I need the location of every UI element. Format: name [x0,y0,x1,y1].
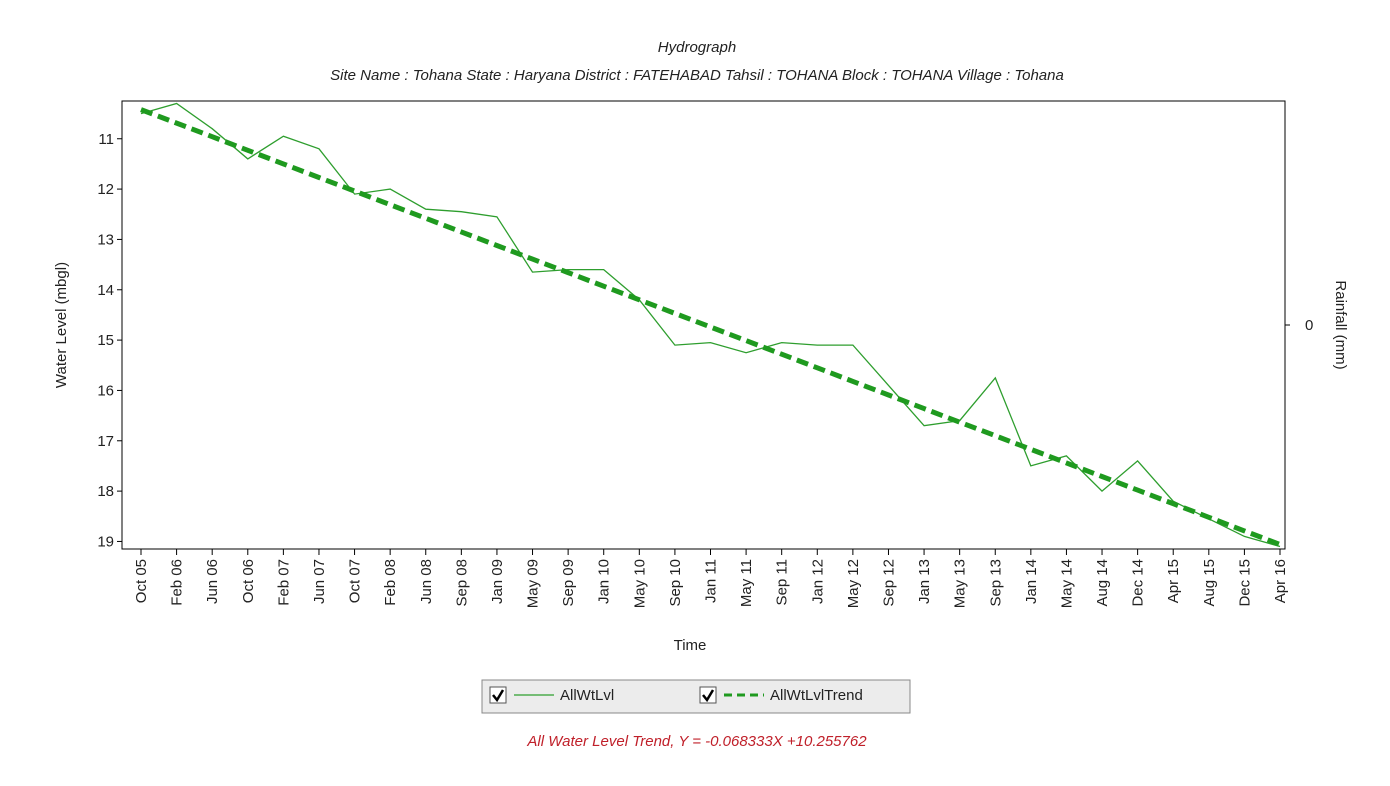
x-tick-label: May 12 [845,559,862,608]
trend-line [140,107,1281,547]
x-tick-label: Apr 15 [1165,559,1182,603]
x-tick-label: Oct 07 [347,559,364,603]
y2-axis-label: Rainfall (mm) [1332,280,1349,369]
chart-title: Hydrograph [658,39,736,56]
y-tick-label: 15 [97,332,114,349]
x-tick-label: Sep 08 [453,559,470,607]
x-tick-label: Jun 08 [418,559,435,604]
x-tick-label: May 10 [631,559,648,608]
x-tick-label: Jan 09 [489,559,506,604]
x-tick-label: Dec 14 [1130,559,1147,607]
chart-subtitle: Site Name : Tohana State : Haryana Distr… [330,67,1064,84]
x-tick-label: May 11 [738,559,755,607]
x-tick-label: Sep 09 [560,559,577,607]
y-tick-label: 11 [98,131,114,148]
x-tick-label: Jan 13 [916,559,933,604]
x-tick-label: Sep 11 [774,559,791,605]
x-tick-label: Aug 14 [1094,559,1111,607]
y-axis-label: Water Level (mbgl) [53,262,70,388]
checkmark [492,689,505,703]
x-tick-label: Feb 06 [169,559,186,606]
x-tick-label: Jun 07 [311,559,328,604]
x-tick-label: Jan 11 [703,559,720,603]
y-tick-label: 18 [97,483,114,500]
y-tick-label: 17 [97,433,114,450]
legend-label: AllWtLvlTrend [770,687,863,704]
x-tick-label: Sep 13 [987,559,1004,607]
x-axis-label: Time [674,637,707,654]
y-tick-label: 19 [97,533,114,550]
y-tick-label: 13 [97,231,114,248]
x-tick-label: Oct 05 [133,559,150,603]
x-tick-label: Feb 07 [275,559,292,606]
x-tick-label: May 13 [952,559,969,608]
data-line [140,102,1281,548]
x-tick-label: Apr 16 [1272,559,1289,603]
x-tick-label: Sep 12 [880,559,897,607]
legend-box [481,679,911,714]
y-tick-label: 12 [97,181,114,198]
x-tick-label: Jan 14 [1023,559,1040,604]
legend-label: AllWtLvl [560,687,614,704]
x-tick-label: Dec 15 [1236,559,1253,607]
x-tick-label: Sep 10 [667,559,684,607]
y2-tick-label: 0 [1305,317,1313,334]
x-tick-label: Jun 06 [204,559,221,604]
y-tick-label: 16 [97,382,114,399]
x-tick-label: Oct 06 [240,559,257,603]
y-tick-label: 14 [97,282,114,299]
trend-equation: All Water Level Trend, Y = -0.068333X +1… [526,733,867,750]
x-tick-label: May 09 [525,559,542,608]
x-tick-label: Aug 15 [1201,559,1218,607]
x-tick-label: Jan 12 [809,559,826,604]
x-tick-label: Feb 08 [382,559,399,606]
checkmark [702,689,715,703]
x-tick-label: May 14 [1058,559,1075,608]
x-tick-label: Jan 10 [596,559,613,604]
